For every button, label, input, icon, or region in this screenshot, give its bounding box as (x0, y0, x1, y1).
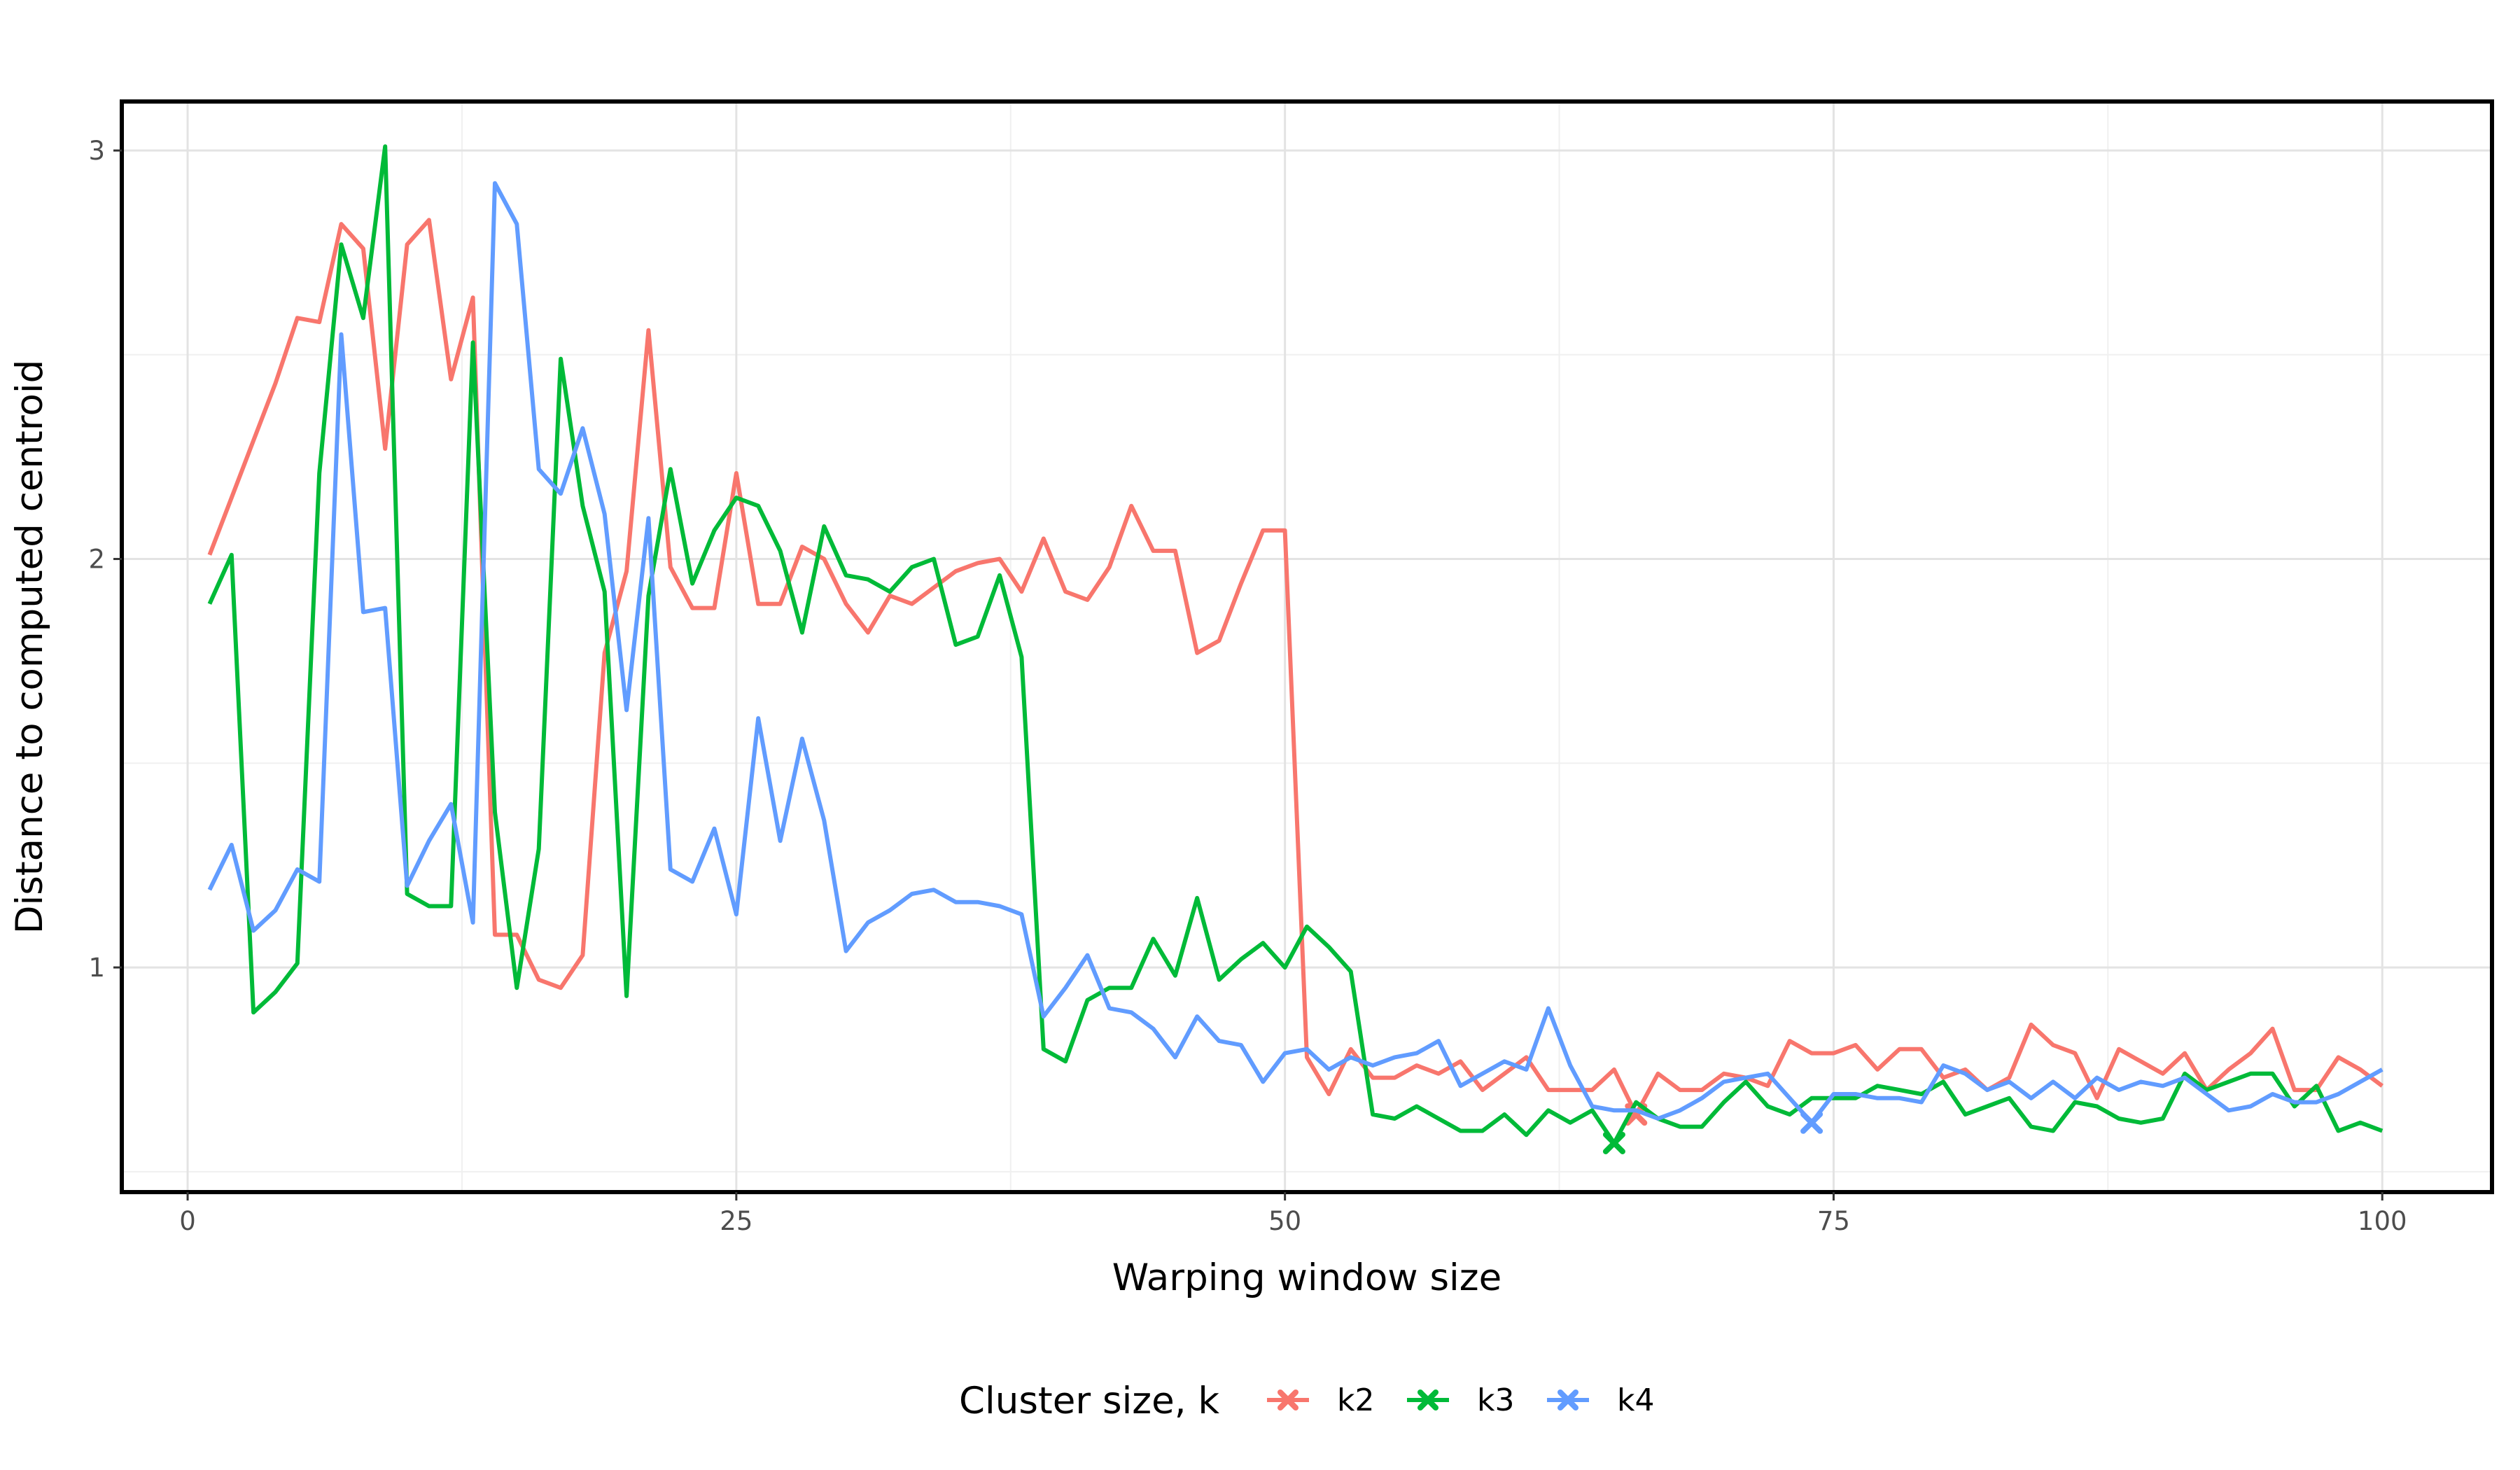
panel-border (120, 99, 2494, 1194)
series-min-marker-k4-stroke (1800, 1111, 1823, 1134)
legend-item-k4: k4 (1547, 1382, 1654, 1418)
x-axis-ticks: 0 25 50 75 100 (179, 1192, 2407, 1236)
legend-label: k3 (1477, 1382, 1514, 1418)
legend-title: Cluster size, k (959, 1380, 1219, 1422)
x-tick-label: 100 (2358, 1206, 2407, 1236)
legend-label: k2 (1337, 1382, 1374, 1418)
x-axis-title: Warping window size (1112, 1256, 1502, 1299)
series-min-marker-k3-stroke (1602, 1131, 1625, 1154)
y-axis-title: Distance to computed centroid (8, 360, 51, 934)
series-line-k2 (207, 218, 2384, 1117)
series-line-k4 (207, 181, 2384, 1125)
legend-key-marker (1558, 1390, 1578, 1410)
legend-label: k4 (1617, 1382, 1654, 1418)
legend: Cluster size, k k2 k3 k4 (959, 1380, 1654, 1422)
x-tick-label: 75 (1817, 1206, 1850, 1236)
grid-major (122, 102, 2492, 1192)
x-tick-label: 50 (1268, 1206, 1301, 1236)
grid-minor (122, 102, 2492, 1192)
y-tick-label: 3 (88, 136, 105, 166)
series-min-marker-k4 (1800, 1111, 1823, 1134)
y-axis-ticks: 1 2 3 (88, 136, 122, 983)
legend-item-k2: k2 (1267, 1382, 1374, 1418)
legend-key-marker-stroke (1418, 1390, 1438, 1410)
x-tick-label: 25 (720, 1206, 752, 1236)
series-line-k3 (207, 144, 2384, 1145)
y-tick-label: 1 (88, 953, 105, 983)
series-min-marker-k3 (1602, 1131, 1625, 1154)
legend-key-marker (1418, 1390, 1438, 1410)
series-layer (207, 144, 2384, 1154)
legend-key-marker-stroke (1278, 1390, 1298, 1410)
legend-items: k2 k3 k4 (1267, 1382, 1654, 1418)
y-tick-label: 2 (88, 545, 105, 575)
legend-item-k3: k3 (1407, 1382, 1514, 1418)
legend-key-marker-stroke (1558, 1390, 1578, 1410)
x-tick-label: 0 (179, 1206, 196, 1236)
legend-key-marker (1278, 1390, 1298, 1410)
